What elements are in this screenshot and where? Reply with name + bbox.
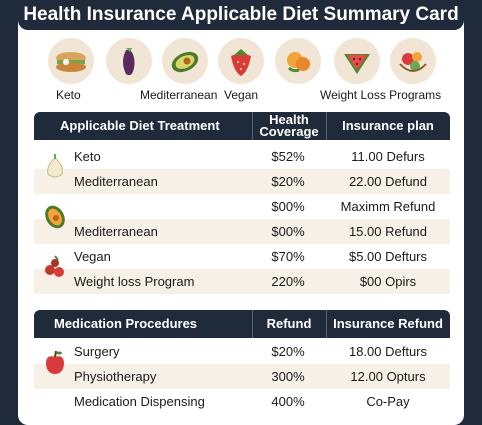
plan-value: 11.00 Defurs: [351, 149, 425, 164]
berries-icon: [40, 252, 70, 282]
column-header-diet: Applicable Diet Treatment: [60, 118, 220, 133]
table-row: Physiotherapy 300% 12.00 Opturs: [34, 364, 450, 389]
garlic-icon: [40, 152, 70, 182]
plan-value: $00 Opirs: [359, 274, 417, 289]
fruit-bowl-icon: [390, 38, 436, 84]
plan-value: Maximm Refund: [340, 199, 436, 214]
title-bar: Health Insurance Applicable Diet Summary…: [18, 0, 464, 30]
coverage-value: $52%: [271, 149, 305, 164]
insurance-refund-value: 12.00 Opturs: [350, 369, 426, 384]
procedure-name: Surgery: [74, 344, 120, 359]
plan-value: 15.00 Refund: [348, 224, 428, 239]
coverage-value: 220%: [271, 274, 305, 289]
plan-value: 22.00 Defund: [348, 174, 428, 189]
coverage-value: $20%: [271, 174, 305, 189]
table-row: Medication Dispensing 400% Co-Pay: [34, 389, 450, 414]
table-row: Mediterranean $20% 22.00 Defund: [34, 169, 450, 194]
diet-name: Keto: [74, 149, 101, 164]
column-header-insurance-refund: Insurance Refund: [333, 316, 443, 331]
table-row: Keto $52% 11.00 Defurs: [34, 144, 450, 169]
strawberry-icon: [218, 38, 264, 84]
refund-value: 400%: [271, 394, 305, 409]
diet-label-weight-loss: Weight Loss Programs: [320, 88, 442, 102]
diet-label-vegan: Vegan: [224, 88, 259, 102]
diet-icons-row: [18, 38, 464, 88]
citrus-icon: [275, 38, 321, 84]
eggplant-icon: [106, 38, 152, 84]
coverage-value: $00%: [271, 224, 305, 239]
refund-value: $20%: [271, 344, 305, 359]
insurance-refund-value: Co-Pay: [366, 394, 410, 409]
coverage-value: $00%: [271, 199, 305, 214]
table-row: Mediterranean $00% 15.00 Refund: [34, 219, 450, 244]
avocado-icon: [162, 38, 208, 84]
plan-value: $5.00 Defturs: [348, 249, 428, 264]
coverage-value: $70%: [271, 249, 305, 264]
medication-table: Medication Procedures Refund Insurance R…: [34, 310, 450, 414]
column-header-coverage: Health Coverage: [259, 112, 319, 139]
apple-icon: [40, 348, 70, 378]
table-row: Vegan $70% $5.00 Defturs: [34, 244, 450, 269]
sandwich-icon: [48, 38, 94, 84]
page-title: Health Insurance Applicable Diet Summary…: [23, 4, 459, 25]
diet-table-header: Applicable Diet Treatment Health Coverag…: [34, 112, 450, 140]
avocado-icon: [40, 202, 70, 232]
diet-label-keto: Keto: [56, 88, 81, 102]
diet-name: Mediterranean: [74, 174, 158, 189]
watermelon-icon: [334, 38, 380, 84]
table-row: Weight loss Program 220% $00 Opirs: [34, 269, 450, 294]
column-header-refund: Refund: [266, 316, 312, 331]
insurance-refund-value: 18.00 Defturs: [348, 344, 428, 359]
diet-name: Weight loss Program: [74, 274, 195, 289]
medication-table-header: Medication Procedures Refund Insurance R…: [34, 310, 450, 338]
diet-name: Vegan: [74, 249, 111, 264]
procedure-name: Medication Dispensing: [74, 394, 205, 409]
column-header-procedure: Medication Procedures: [54, 316, 198, 331]
column-header-plan: Insurance plan: [342, 118, 434, 133]
diet-label-mediterranean: Mediterranean: [140, 88, 218, 102]
diet-name: [74, 194, 254, 219]
diet-table: Applicable Diet Treatment Health Coverag…: [34, 112, 450, 298]
table-row: Surgery $20% 18.00 Defturs: [34, 339, 450, 364]
summary-card: Health Insurance Applicable Diet Summary…: [18, 0, 464, 425]
table-row: $00% Maximm Refund: [34, 194, 450, 219]
procedure-name: Physiotherapy: [74, 369, 157, 384]
diet-name: Mediterranean: [74, 224, 158, 239]
refund-value: 300%: [271, 369, 305, 384]
